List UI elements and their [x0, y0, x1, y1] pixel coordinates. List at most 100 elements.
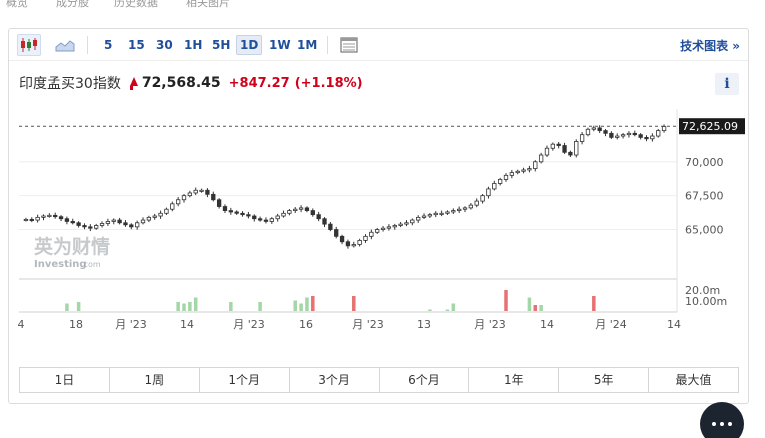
candle	[316, 211, 321, 222]
candle	[23, 217, 29, 222]
candle	[246, 211, 251, 219]
top-nav-item[interactable]: 成分股	[56, 0, 89, 8]
range-6m[interactable]: 6个月	[380, 368, 470, 392]
x-tick-label: 14	[667, 318, 681, 331]
volume-bar	[533, 305, 538, 311]
more-options-button[interactable]	[700, 402, 744, 438]
area-chart-icon[interactable]	[53, 34, 77, 56]
candle	[281, 210, 286, 218]
y-tick-label: 70,000	[685, 156, 724, 169]
candle	[550, 142, 555, 151]
interval-30[interactable]: 30	[156, 38, 173, 52]
top-nav-item[interactable]: 概览	[6, 0, 28, 8]
candle	[579, 131, 585, 145]
interval-15[interactable]: 15	[128, 38, 145, 52]
volume-bar	[258, 302, 262, 311]
candle	[638, 133, 643, 140]
candle	[392, 223, 397, 230]
x-tick-label: 月 '23	[115, 318, 147, 331]
candle	[363, 234, 368, 243]
interval-5[interactable]: 5	[104, 38, 113, 52]
candle	[492, 180, 497, 191]
dot-icon	[720, 422, 724, 426]
candle	[64, 216, 70, 225]
volume-bar	[445, 309, 450, 311]
candle	[328, 221, 333, 232]
candle	[445, 210, 450, 215]
candle	[351, 241, 356, 248]
range-selector: 1日 1周 1个月 3个月 6个月 1年 5年 最大值	[19, 367, 739, 393]
volume-bar	[527, 297, 532, 311]
candle	[562, 142, 567, 154]
volume-bar	[428, 309, 432, 311]
candle	[88, 224, 93, 232]
watermark-cn: 英为财情	[34, 235, 110, 258]
candle	[357, 238, 362, 247]
x-tick-label: 18	[69, 318, 83, 331]
info-icon[interactable]: i	[715, 73, 739, 95]
chart-grid	[19, 109, 678, 313]
volume-bar	[182, 303, 186, 311]
up-arrow-icon	[126, 76, 138, 90]
range-1m[interactable]: 1个月	[200, 368, 290, 392]
interval-1m[interactable]: 1M	[297, 38, 318, 52]
candle	[193, 187, 198, 195]
candle	[427, 213, 433, 219]
dot-icon	[728, 422, 732, 426]
x-tick-label: 月 '23	[233, 318, 265, 331]
top-nav-item[interactable]: 历史数据	[114, 0, 158, 8]
volume-bar	[504, 290, 508, 311]
interval-5h[interactable]: 5H	[212, 38, 231, 52]
candle	[597, 125, 602, 134]
volume-bar	[352, 296, 356, 311]
x-tick-label: 14	[180, 318, 194, 331]
top-nav-strip: 概览 成分股 历史数据 相关图片	[0, 0, 765, 8]
range-1w[interactable]: 1周	[110, 368, 200, 392]
candle	[468, 202, 474, 210]
candle	[228, 207, 233, 215]
x-tick-label: 月 '23	[474, 318, 506, 331]
chart-card: 5 15 30 1H 5H 1D 1W 1M 技术图表 » 印度孟买30指数 7…	[8, 28, 749, 404]
interval-1h[interactable]: 1H	[184, 38, 203, 52]
range-1d[interactable]: 1日	[20, 368, 110, 392]
price-chart[interactable]: 英为财情 Investing .com 70,000 67,500 65,000 72…	[9, 29, 748, 339]
candle	[345, 239, 351, 249]
candlestick-icon[interactable]	[17, 34, 41, 56]
volume-bar	[293, 300, 297, 311]
candle	[322, 217, 327, 227]
x-tick-label: 月 '24	[595, 318, 627, 331]
candle	[398, 221, 403, 228]
price-change: +847.27	[228, 75, 290, 91]
candle	[53, 212, 58, 219]
index-name: 印度孟买30指数	[19, 76, 121, 92]
candle	[591, 125, 596, 132]
range-5y[interactable]: 5年	[559, 368, 650, 392]
range-max[interactable]: 最大值	[675, 373, 712, 387]
candle	[375, 227, 380, 234]
chart-toolbar: 5 15 30 1H 5H 1D 1W 1M 技术图表 »	[9, 29, 748, 61]
candle	[105, 218, 111, 226]
candle	[158, 210, 163, 219]
top-nav-item[interactable]: 相关图片	[186, 0, 230, 8]
x-tick-label: 13	[417, 318, 431, 331]
candle	[252, 214, 257, 222]
range-3m[interactable]: 3个月	[290, 368, 380, 392]
candle	[152, 213, 157, 220]
candle	[515, 169, 520, 175]
candle	[117, 217, 122, 225]
table-icon[interactable]	[337, 34, 361, 56]
candle	[462, 206, 468, 213]
interval-1w[interactable]: 1W	[269, 38, 291, 52]
interval-1d[interactable]: 1D	[236, 35, 263, 55]
candle	[568, 150, 573, 158]
range-1y[interactable]: 1年	[469, 368, 560, 392]
candle	[585, 127, 591, 137]
tech-chart-link[interactable]: 技术图表 »	[680, 39, 740, 53]
volume-bar	[311, 296, 315, 311]
candle	[293, 207, 298, 214]
candle	[99, 221, 105, 228]
candle	[656, 128, 661, 138]
volume-bar	[176, 302, 180, 311]
candle	[211, 191, 216, 202]
candle	[146, 215, 152, 223]
